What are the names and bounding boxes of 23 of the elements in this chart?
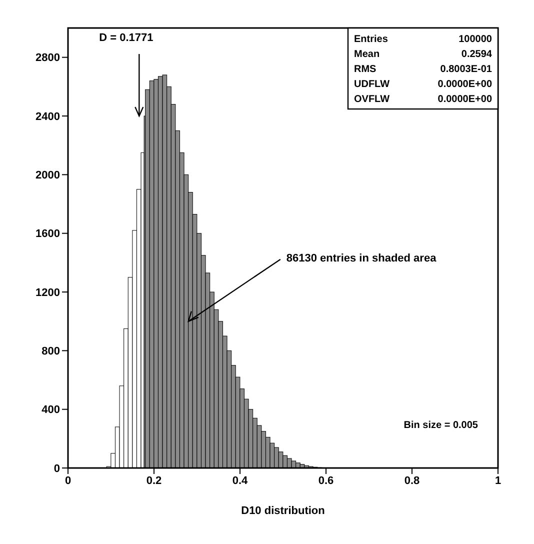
annotation: Bin size = 0.005 <box>404 420 478 431</box>
annotation: 86130 entries in shaded area <box>286 252 438 264</box>
y-tick-label: 2400 <box>36 110 60 123</box>
y-tick-label: 1600 <box>36 228 60 240</box>
text: Entries 100000 <box>354 34 492 45</box>
text: RMS 0.8003E-01 <box>354 64 492 75</box>
text: OVFLW 0.0000E+00 <box>354 94 492 105</box>
y-tick-label: 800 <box>42 346 60 358</box>
x-tick-label: 0.2 <box>146 474 162 487</box>
x-tick-label: 0 <box>64 474 72 487</box>
x-tick-label: 0.6 <box>318 474 334 487</box>
y-tick-label: 2800 <box>36 52 60 64</box>
text: UDFLW 0.0000E+00 <box>354 79 492 90</box>
text: Mean 0.2594 <box>354 49 492 60</box>
y-tick-label: 2000 <box>36 170 60 182</box>
x-tick-label: 0.8 <box>404 474 420 487</box>
y-tick-label: 0 <box>54 462 60 475</box>
x-tick-label: 0.4 <box>232 474 249 487</box>
annotation: D = 0.1771 <box>99 32 154 44</box>
y-tick-label: 400 <box>42 404 60 416</box>
x-axis-title: D10 distribution <box>241 505 326 517</box>
y-tick-label: 1200 <box>36 286 60 299</box>
x-tick-label: 1 <box>494 474 502 487</box>
